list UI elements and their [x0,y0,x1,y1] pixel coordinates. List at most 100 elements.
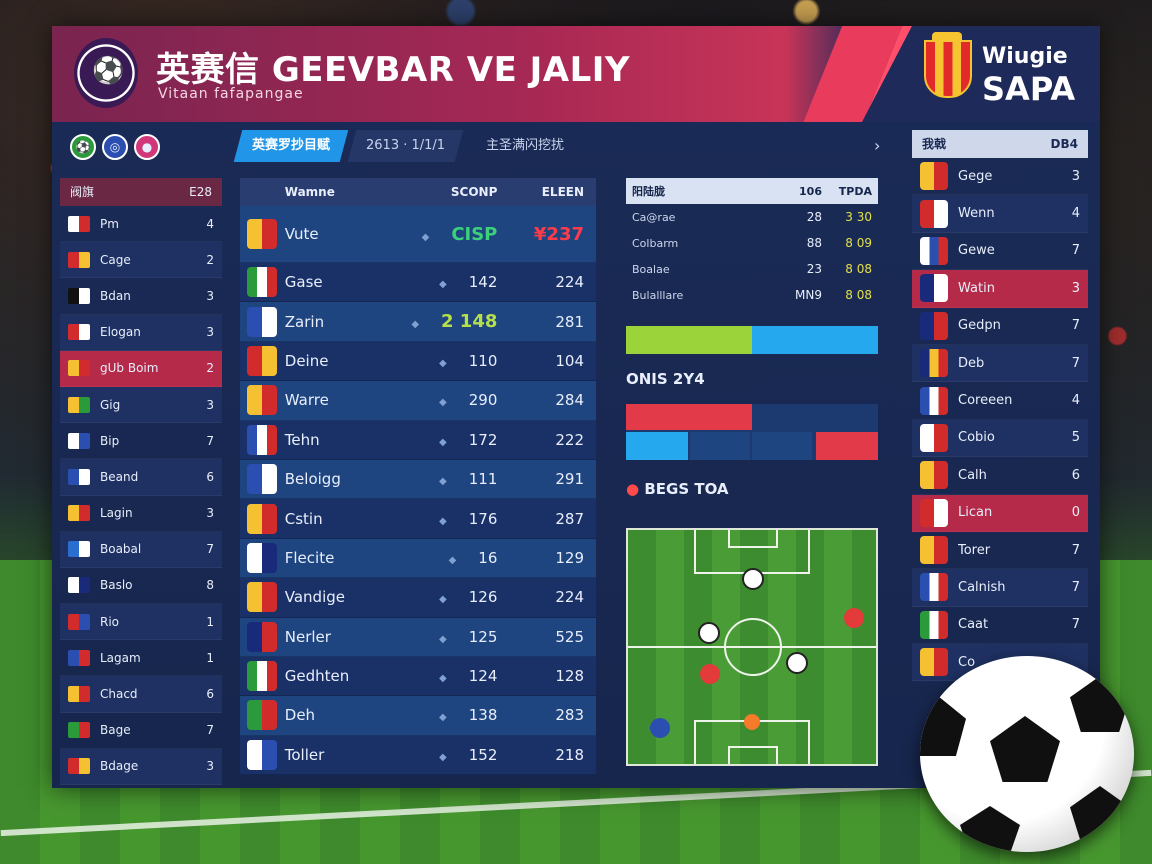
left-list-row[interactable]: Boabal 7 [60,531,222,568]
right-list-row[interactable]: Coreeen 4 [912,382,1088,420]
right-list-row[interactable]: Deb 7 [912,344,1088,383]
flag-icon [68,360,90,377]
table-row[interactable]: Nerler ◆ 125 525 [240,617,596,657]
stats-panel: 阳陆胧 106 TPDA Ca@rae 28 3 30 Colbarm 88 8 … [626,178,878,308]
right-list-row[interactable]: Caat 7 [912,607,1088,645]
right-list-row[interactable]: Watin 3 [912,270,1088,308]
right-list-row[interactable]: Calh 6 [912,457,1088,495]
team-name: Flecite [284,548,335,567]
left-list-row[interactable]: Bdan 3 [60,278,222,315]
player-marker-red[interactable] [844,608,864,628]
bullet-icon: ◆ [439,436,447,448]
tab-schedule[interactable]: 2613 · 1/1/1 [347,130,464,162]
left-list-row[interactable]: Elogan 3 [60,314,222,351]
right-list-row[interactable]: Gedpn 7 [912,308,1088,345]
table-row[interactable]: Cstin ◆ 176 287 [240,499,596,539]
team-value: 218 [555,745,584,764]
player-marker-red[interactable] [700,664,720,684]
left-list-row[interactable]: Gig 3 [60,386,222,424]
flag-icon [68,251,90,268]
table-row[interactable]: Vute ◆ CISP ¥237 [240,206,596,263]
team-value: 525 [555,627,584,646]
stat-value-2: 8 09 [845,236,872,250]
player-marker-orange[interactable] [744,714,760,730]
player-marker[interactable] [698,622,720,644]
right-list-row[interactable]: Cobio 5 [912,419,1088,458]
flag-cell [240,542,285,573]
table-row[interactable]: Toller ◆ 152 218 [240,735,596,776]
left-list-row[interactable]: Bage 7 [60,713,222,749]
flag-icon [920,536,948,565]
left-list-row[interactable]: Beand 6 [60,459,222,496]
left-list-row[interactable]: Lagam 1 [60,640,222,677]
bullet-icon: ◆ [439,476,447,488]
right-list-row[interactable]: Wenn 4 [912,195,1088,233]
soccer-icon[interactable]: ⚽ [70,134,96,160]
ball-patch [960,806,1020,852]
tab-live[interactable]: 主圣满闪挖扰 [486,138,565,153]
col-header-name[interactable]: Wamne [284,185,335,199]
left-list-team-name: Baslo [100,578,133,593]
table-row[interactable]: Beloigg ◆ 111 291 [240,459,596,500]
formation-pitch[interactable] [626,528,878,766]
standings-table: Wamne SCONP ELEEN Vute ◆ CISP ¥237 Gase ◆… [240,178,596,776]
left-list-team-name: Cage [100,252,131,267]
possession-bar [626,326,878,354]
globe-icon[interactable]: ◎ [102,134,128,160]
flag-cell [240,267,285,298]
comparison-bar-b [690,432,750,460]
table-row[interactable]: Deine ◆ 110 104 [240,341,596,382]
team-score: ◆ 138 [408,706,510,724]
table-row[interactable]: Gase ◆ 142 224 [240,263,596,303]
team-score: ◆ 110 [408,352,510,370]
right-list-row[interactable]: Calnish 7 [912,569,1088,607]
flag-icon [247,621,278,652]
flag-icon [68,686,90,703]
player-marker[interactable] [786,652,808,674]
right-list-row[interactable]: Gege 3 [912,158,1088,196]
section-title-2: ● BEGS TOA [626,480,729,498]
left-list-team-count: 7 [206,723,214,738]
table-row[interactable]: Gedhten ◆ 124 128 [240,656,596,697]
bullet-icon: ◆ [439,357,447,369]
table-row[interactable]: Warre ◆ 290 284 [240,381,596,421]
left-list-row[interactable]: Pm 4 [60,206,222,243]
player-marker[interactable] [742,568,764,590]
left-list-row[interactable]: Baslo 8 [60,568,222,605]
chevron-right-icon[interactable]: › [874,136,881,155]
table-row[interactable]: Tehn ◆ 172 222 [240,420,596,460]
left-list-row[interactable]: Bdage 3 [60,748,222,785]
team-score-value: CISP [451,223,498,245]
table-row[interactable]: Deh ◆ 138 283 [240,696,596,736]
team-value: 291 [555,470,584,489]
left-list-row[interactable]: Lagin 3 [60,496,222,532]
right-list-row[interactable]: Torer 7 [912,532,1088,570]
basketball-icon[interactable]: ● [134,134,160,160]
table-row[interactable]: Vandige ◆ 126 224 [240,578,596,618]
col-header-score[interactable]: SCONP [450,185,498,199]
stat-row: Bulalllare MN9 8 08 [626,282,878,308]
left-list-header-label: 阀旗 [70,185,95,199]
col-header-value[interactable]: ELEEN [541,185,584,199]
right-list-team-name: Gege [958,168,993,184]
player-marker-blue[interactable] [650,718,670,738]
right-list-row[interactable]: Lican 0 [912,494,1088,532]
left-list-row[interactable]: gUb Boim 2 [60,350,222,387]
left-list-row[interactable]: Cage 2 [60,242,222,279]
left-list-team-name: Pm [100,216,119,231]
flag-icon [920,610,948,639]
team-score-value: 126 [468,588,498,607]
tab-overview[interactable]: 英赛罗抄目赋 [233,130,349,162]
right-list-team-name: Co [958,654,976,670]
table-header: Wamne SCONP ELEEN [240,178,596,206]
left-list-row[interactable]: Rio 1 [60,604,222,641]
table-row[interactable]: Flecite ◆ 16 129 [240,538,596,579]
stat-value-2: 8 08 [845,288,872,302]
left-list-row[interactable]: Chacd 6 [60,676,222,713]
table-row[interactable]: Zarin ◆ 2 148 281 [240,302,596,342]
left-list-team-count: 2 [206,252,214,267]
right-list-row[interactable]: Gewe 7 [912,233,1088,271]
team-name: Cstin [284,509,323,528]
left-list-row[interactable]: Bip 7 [60,423,222,460]
team-value: 224 [555,273,584,292]
